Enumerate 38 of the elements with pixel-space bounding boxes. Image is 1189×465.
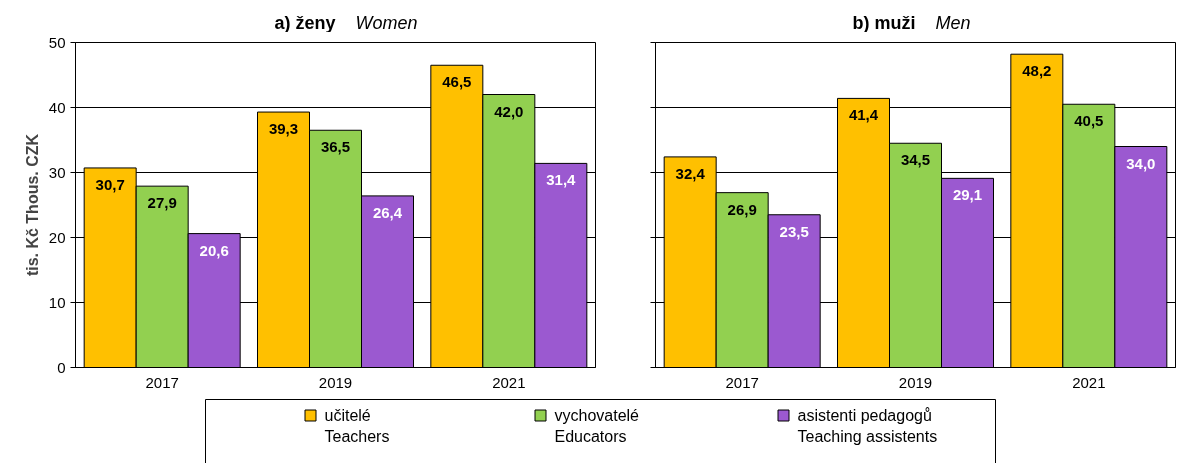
x-tick-label: 2019 [318, 373, 353, 391]
data-label: 40,5 [1074, 112, 1104, 130]
data-label: 48,2 [1022, 62, 1052, 80]
chart-subtitle: Men [935, 12, 971, 33]
y-tick-label: 40 [48, 98, 66, 116]
data-label: 20,6 [199, 241, 229, 259]
y-tick-label: 0 [57, 358, 66, 376]
y-tick-label: 30 [48, 163, 66, 181]
data-label: 29,1 [952, 186, 983, 204]
legend-label: vychovatelé Educators [554, 406, 640, 445]
data-label: 34,0 [1126, 154, 1156, 172]
y-axis-title: tis. Kč Thous. CZK [23, 133, 41, 277]
legend-label: asistenti pedagogů Teaching assistents [797, 406, 938, 445]
data-label: 23,5 [779, 222, 809, 240]
x-tick-label: 2021 [1072, 373, 1106, 391]
data-label: 31,4 [546, 171, 577, 189]
data-label: 36,5 [320, 138, 351, 156]
chart-title: a) ženy [274, 12, 336, 33]
data-label: 30,7 [95, 175, 125, 193]
data-label: 46,5 [442, 73, 472, 91]
chart-subtitle: Women [355, 12, 418, 33]
data-label: 39,3 [268, 120, 299, 138]
x-tick-label: 2017 [725, 373, 759, 391]
x-tick-label: 2019 [898, 373, 933, 391]
data-label: 41,4 [848, 106, 879, 124]
data-label: 34,5 [900, 151, 931, 169]
legend-label: učitelé Teachers [324, 406, 390, 445]
x-tick-label: 2021 [492, 373, 526, 391]
y-tick-label: 20 [48, 228, 66, 246]
data-label: 32,4 [675, 164, 706, 182]
data-label: 27,9 [147, 194, 177, 212]
x-tick-label: 2017 [145, 373, 179, 391]
chart-title: b) muži [852, 12, 916, 33]
data-label: 26,4 [372, 203, 403, 221]
data-label: 42,0 [494, 102, 524, 120]
data-label: 26,9 [727, 200, 757, 218]
y-tick-label: 10 [48, 293, 66, 311]
y-tick-label: 50 [48, 33, 66, 51]
